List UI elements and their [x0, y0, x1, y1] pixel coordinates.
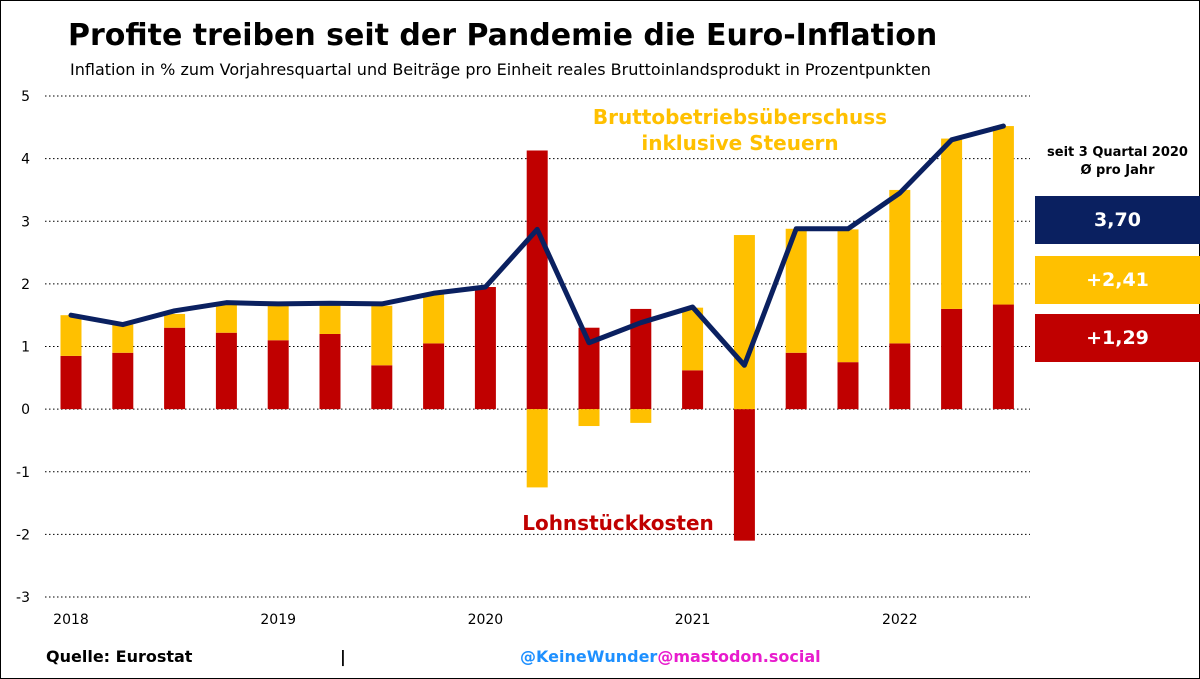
- y-tick-label: -1: [16, 465, 30, 481]
- profit-bar: [423, 294, 445, 344]
- labor-bar: [164, 327, 186, 410]
- source-label: Quelle: Eurostat: [46, 647, 193, 666]
- labor-bar: [682, 370, 704, 410]
- labor-bar: [423, 343, 445, 410]
- labor-bar: [60, 355, 82, 410]
- labor-bar: [837, 362, 859, 410]
- annotation-labor: Lohnstückkosten: [522, 511, 714, 535]
- labor-bar: [526, 150, 548, 410]
- inflation-line: [68, 123, 1006, 368]
- labor-bar: [319, 333, 341, 410]
- chart-subtitle: Inflation in % zum Vorjahresquartal und …: [70, 60, 931, 79]
- side-panel-heading-line2: Ø pro Jahr: [1080, 163, 1155, 178]
- y-tick-label: 1: [21, 340, 30, 356]
- profit-bar: [733, 235, 755, 410]
- annotation-profit-line2: inklusive Steuern: [641, 131, 838, 155]
- social-handle: @KeineWunder@mastodon.social: [520, 647, 821, 666]
- y-tick-label: 5: [21, 89, 30, 105]
- profit-bar: [526, 409, 548, 488]
- profit-bar: [682, 307, 704, 371]
- labor-bar: [889, 343, 911, 410]
- side-panel-heading-line1: seit 3 Quartal 2020: [1047, 145, 1188, 160]
- labor-bar: [733, 409, 755, 541]
- labor-bar: [474, 287, 496, 410]
- y-tick-label: -2: [16, 527, 30, 543]
- profit-bar: [837, 229, 859, 363]
- profit-bar: [112, 324, 134, 353]
- footer-separator: |: [340, 647, 346, 666]
- labor-value-box: +1,29: [1035, 314, 1200, 362]
- profit-bar: [889, 189, 911, 344]
- labor-bar: [215, 332, 237, 410]
- labor-bar: [578, 327, 600, 410]
- chart-title: Profite treiben seit der Pandemie die Eu…: [68, 18, 938, 53]
- profit-bar: [319, 303, 341, 334]
- labor-bar: [785, 352, 807, 410]
- profit-bar: [630, 409, 652, 423]
- profit-bar: [164, 313, 186, 328]
- labor-bar: [112, 352, 134, 410]
- profit-bar: [941, 138, 963, 309]
- labor-bar: [630, 308, 652, 410]
- x-tick-label: 2022: [882, 612, 918, 628]
- labor-bar: [941, 308, 963, 410]
- profit-bar: [992, 126, 1014, 305]
- x-tick-label: 2019: [260, 612, 296, 628]
- annotation-profit-line1: Bruttobetriebsüberschuss: [593, 105, 887, 129]
- profit-bar: [785, 228, 807, 353]
- handle-user: @KeineWunder: [520, 647, 658, 666]
- labor-bar: [992, 304, 1014, 410]
- profit-bar: [60, 315, 82, 356]
- handle-server: @mastodon.social: [657, 647, 821, 666]
- x-tick-label: 2018: [53, 612, 89, 628]
- profit-bar: [578, 409, 600, 427]
- profit-value-box: +2,41: [1035, 256, 1200, 304]
- y-tick-label: -3: [16, 590, 30, 606]
- y-tick-label: 4: [21, 152, 30, 168]
- side-panel-heading: seit 3 Quartal 2020 Ø pro Jahr: [1035, 144, 1200, 180]
- x-tick-label: 2020: [468, 612, 504, 628]
- profit-bar: [371, 305, 393, 366]
- labor-bar: [267, 340, 289, 410]
- profit-bar: [215, 304, 237, 333]
- y-tick-label: 2: [21, 277, 30, 293]
- profit-bar: [267, 305, 289, 341]
- total-value-box: 3,70: [1035, 196, 1200, 244]
- y-tick-label: 0: [21, 402, 30, 418]
- x-tick-label: 2021: [675, 612, 711, 628]
- y-tick-label: 3: [21, 214, 30, 230]
- labor-bar: [371, 365, 393, 410]
